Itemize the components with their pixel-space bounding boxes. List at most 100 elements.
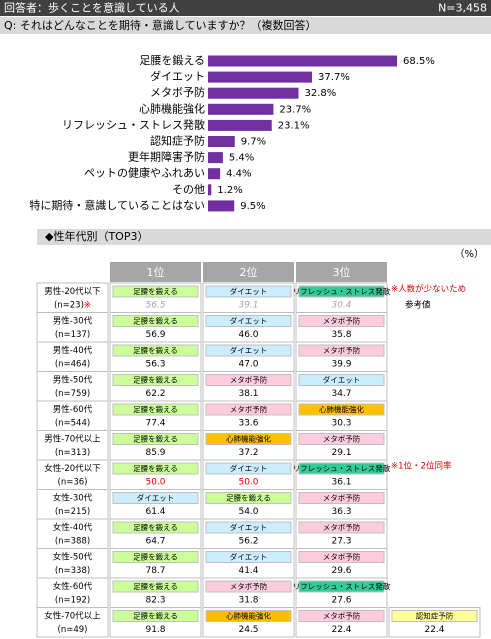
row-n: (n=313) <box>55 448 90 458</box>
question: Q: それはどんなことを期待・意識していますか？（複数回答） <box>4 18 317 32</box>
item-label: ダイエット <box>137 493 174 503</box>
item-label: 足腰を鍛える <box>133 316 178 326</box>
value-label: 4.4% <box>226 169 251 180</box>
row-label-cell <box>36 489 109 520</box>
question-bar <box>0 17 491 34</box>
row-label: 男性-30代 <box>53 316 93 327</box>
item-label: 足腰を鍛える <box>133 581 178 591</box>
item-label: ダイエット <box>230 552 267 562</box>
bar <box>208 168 221 180</box>
sample-size: (n=759) <box>55 389 90 399</box>
item-box <box>112 344 199 357</box>
item-label: メタボ予防 <box>230 404 268 414</box>
row-n: (n=544) <box>55 418 90 428</box>
value-label: 23.1% <box>278 120 310 131</box>
item-label: リフレッシュ・ストレス発散 <box>293 286 391 296</box>
row-label: 女性-20代以下 <box>44 463 101 474</box>
item-box <box>205 521 292 534</box>
item-label: 心肺機能強化 <box>226 611 271 621</box>
cell-value: 33.6 <box>238 419 258 429</box>
row-label: 女性-50代 <box>53 552 93 563</box>
item-box <box>205 403 292 416</box>
item-box <box>298 315 385 327</box>
cell-value: 56.3 <box>145 360 165 370</box>
item-box <box>112 433 199 445</box>
item-label: 心肺機能強化 <box>226 434 271 444</box>
item-label: 足腰を鍛える <box>226 493 271 503</box>
bar <box>208 87 299 99</box>
item-box <box>112 610 199 622</box>
cell-value: 30.3 <box>331 419 351 429</box>
row-n: (n=759) <box>55 389 90 399</box>
cell-value: 41.4 <box>238 566 258 576</box>
bar <box>208 200 235 212</box>
item-label: リフレッシュ・ストレス発散 <box>293 463 391 473</box>
item-label: 足腰を鍛える <box>133 375 178 385</box>
row-label: 男性-50代 <box>53 375 93 386</box>
item-label: ダイエット <box>323 375 360 385</box>
bar <box>208 184 212 196</box>
value-label: 5.4% <box>229 153 254 164</box>
column-header: 3位 <box>333 265 351 279</box>
row-label: 女性-30代 <box>53 493 93 504</box>
item-box <box>112 492 199 504</box>
bar <box>208 103 274 115</box>
item-label: リフレッシュ・ストレス発散 <box>293 581 391 591</box>
item-box <box>298 492 385 504</box>
column-header: 2位 <box>240 265 258 279</box>
row-n: (n=215) <box>55 507 90 517</box>
item-box <box>298 285 385 298</box>
item-box <box>205 462 292 475</box>
value-label: 23.7% <box>279 104 311 115</box>
column-header: 1位 <box>147 265 165 279</box>
cell-value: 36.1 <box>331 478 351 488</box>
row-n: (n=49) <box>58 625 88 635</box>
sample-size: (n=49) <box>58 625 88 635</box>
item-label: 心肺機能強化 <box>319 404 364 414</box>
item-label: メタボ予防 <box>230 581 268 591</box>
row-label: 男性-20代以下 <box>44 286 101 297</box>
item-label: メタボ予防 <box>323 316 361 326</box>
value-label: 32.8% <box>305 88 337 99</box>
cell-value: 24.5 <box>238 625 258 635</box>
item-box <box>205 492 292 504</box>
item-label: ダイエット <box>230 345 267 355</box>
row-label: 男性-60代 <box>53 404 93 415</box>
row-label: 女性-70代以上 <box>44 611 101 622</box>
item-box <box>205 610 292 622</box>
unit: （%） <box>454 248 484 260</box>
cell-value: 27.6 <box>331 596 351 606</box>
cell-value: 31.8 <box>238 596 258 606</box>
row-n: (n=23)※ <box>54 300 91 310</box>
footnote-mark: ※ <box>84 300 91 310</box>
cell-value: 91.8 <box>145 625 165 635</box>
row-label-cell <box>36 548 109 579</box>
category-label: 認知症予防 <box>150 134 205 148</box>
cell-value: 82.3 <box>145 596 165 606</box>
item-box <box>112 580 199 593</box>
item-label: メタボ予防 <box>323 345 361 355</box>
row-n: (n=338) <box>55 566 90 576</box>
cell-value: 39.9 <box>331 360 351 370</box>
sample-size: (n=215) <box>55 507 90 517</box>
item-label: メタボ予防 <box>323 552 361 562</box>
header-bar <box>0 0 491 16</box>
sample-size: (n=137) <box>55 330 90 340</box>
cell-value: 62.2 <box>145 389 165 399</box>
item-box <box>112 315 199 327</box>
item-label: 足腰を鍛える <box>133 286 178 296</box>
row-label-cell <box>36 607 109 638</box>
item-box <box>391 610 478 622</box>
row-label-cell <box>36 282 109 313</box>
cell-value: 54.0 <box>238 507 258 517</box>
sample-size: (n=23) <box>54 300 84 310</box>
cell-value: 30.4 <box>331 301 351 311</box>
cell-value: 39.1 <box>238 301 258 311</box>
row-label: 男性-40代 <box>53 345 93 356</box>
value-label: 9.7% <box>241 137 266 148</box>
section-bar <box>37 229 491 245</box>
row-n: (n=137) <box>55 330 90 340</box>
bar <box>208 152 223 164</box>
item-box <box>112 521 199 534</box>
